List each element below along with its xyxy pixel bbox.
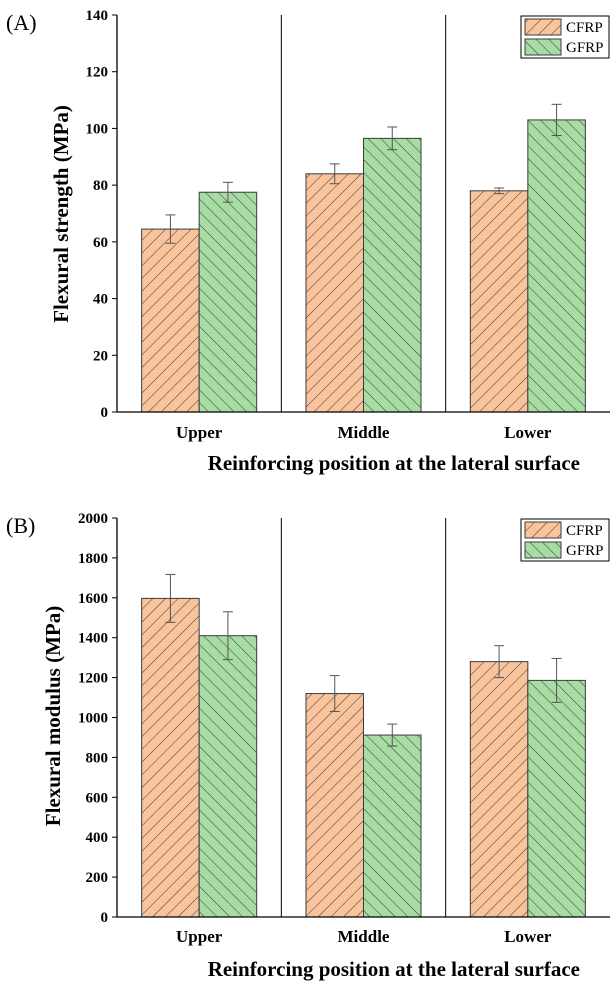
y-tick-label: 80 xyxy=(93,178,108,194)
legend-label: CFRP xyxy=(566,523,603,539)
bar-cfrp xyxy=(141,597,200,918)
y-tick-label: 120 xyxy=(86,65,109,81)
panel-a-chart: (A) Reinforcing position at the lateral … xyxy=(6,8,610,475)
y-tick-label: 400 xyxy=(86,830,109,846)
bar-gfrp xyxy=(527,679,586,918)
x-axis-title: Reinforcing position at the lateral surf… xyxy=(208,451,580,475)
y-tick-label: 20 xyxy=(93,348,108,364)
y-tick-label: 600 xyxy=(86,790,109,806)
y-tick-label: 1800 xyxy=(78,551,108,567)
legend: CFRP GFRP xyxy=(520,518,610,562)
bar-gfrp xyxy=(363,734,422,918)
y-tick-label: 40 xyxy=(93,292,108,308)
bar-cfrp xyxy=(305,173,365,413)
y-tick-label: 1600 xyxy=(78,591,108,607)
bar-cfrp xyxy=(141,228,200,413)
legend-label: GFRP xyxy=(566,40,604,56)
legend-swatch-gfrp xyxy=(524,541,562,559)
x-tick-label: Lower xyxy=(504,423,552,442)
y-tick-label: 200 xyxy=(86,870,109,886)
bar-cfrp xyxy=(469,661,529,918)
y-tick-label: 1200 xyxy=(78,671,108,687)
bar-cfrp xyxy=(305,693,365,918)
x-tick-label: Lower xyxy=(504,927,552,946)
x-tick-label: Upper xyxy=(176,423,223,442)
bar-cfrp xyxy=(469,190,529,413)
bar-gfrp xyxy=(198,191,258,413)
y-tick-label: 0 xyxy=(101,405,109,421)
legend-swatch-cfrp xyxy=(524,18,562,36)
y-tick-label: 2000 xyxy=(78,511,108,527)
x-axis-title: Reinforcing position at the lateral surf… xyxy=(208,957,580,981)
y-tick-label: 0 xyxy=(101,910,109,926)
bar-gfrp xyxy=(363,137,422,413)
legend-swatch-cfrp xyxy=(524,521,562,539)
legend-label: GFRP xyxy=(566,543,604,559)
y-tick-label: 100 xyxy=(86,121,109,137)
y-tick-label: 1000 xyxy=(78,711,108,727)
bar-gfrp xyxy=(527,119,586,413)
y-axis-title: Flexural strength (MPa) xyxy=(49,105,73,323)
legend: CFRP GFRP xyxy=(520,15,610,59)
y-tick-label: 1400 xyxy=(78,631,108,647)
y-tick-label: 60 xyxy=(93,235,108,251)
bar-gfrp xyxy=(198,635,258,918)
y-tick-label: 800 xyxy=(86,750,109,766)
y-axis-title: Flexural modulus (MPa) xyxy=(41,606,65,827)
x-tick-label: Upper xyxy=(176,927,223,946)
y-tick-label: 140 xyxy=(86,8,109,24)
legend-label: CFRP xyxy=(566,20,603,36)
panel-label: (B) xyxy=(6,513,35,538)
panel-label: (A) xyxy=(6,10,37,35)
x-tick-label: Middle xyxy=(338,423,390,442)
x-tick-label: Middle xyxy=(338,927,390,946)
panel-b-chart: (B) Reinforcing position at the lateral … xyxy=(6,511,610,981)
legend-swatch-gfrp xyxy=(524,38,562,56)
